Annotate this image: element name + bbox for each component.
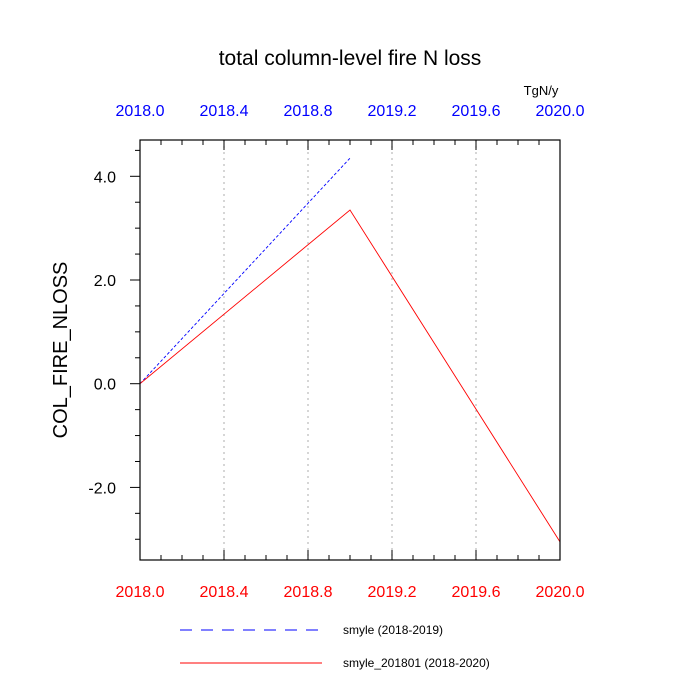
series-layer [139, 157, 561, 543]
units-label: TgN/y [524, 83, 559, 98]
x-tick-label-bottom: 2018.4 [200, 584, 249, 601]
tick-layer: 2018.0 2018.0 2018.4 2018.4 2018.8 2018.8 2019… [88, 103, 584, 601]
x-tick-label-top: 2018.4 [200, 103, 249, 120]
x-tick-label-bottom: 2019.6 [452, 584, 501, 601]
y-tick-label: 0.0 [94, 377, 116, 394]
x-tick-label-bottom: 2020.0 [536, 584, 585, 601]
y-tick-label: 2.0 [94, 273, 116, 290]
y-tick-label: 4.0 [94, 169, 116, 186]
x-tick-label-bottom: 2018.0 [116, 584, 165, 601]
legend-label: smyle_201801 (2018-2020) [343, 656, 490, 670]
legend-label: smyle (2018-2019) [343, 623, 443, 637]
grid-layer [223, 140, 477, 560]
y-axis-label: COL_FIRE_NLOSS [50, 262, 72, 439]
series-line [139, 209, 561, 543]
chart-title: total column-level fire N loss [219, 47, 482, 70]
x-tick-label-top: 2018.8 [284, 103, 333, 120]
x-tick-label-bottom: 2019.2 [368, 584, 417, 601]
x-tick-label-top: 2019.6 [452, 103, 501, 120]
y-tick-label: -2.0 [88, 480, 116, 497]
series-line [139, 157, 351, 385]
x-tick-label-top: 2020.0 [536, 103, 585, 120]
plot-frame [139, 139, 561, 561]
x-tick-label-bottom: 2018.8 [284, 584, 333, 601]
x-tick-label-top: 2018.0 [116, 103, 165, 120]
x-tick-label-top: 2019.2 [368, 103, 417, 120]
legend: smyle (2018-2019) smyle_201801 (2018-2020… [180, 623, 490, 670]
